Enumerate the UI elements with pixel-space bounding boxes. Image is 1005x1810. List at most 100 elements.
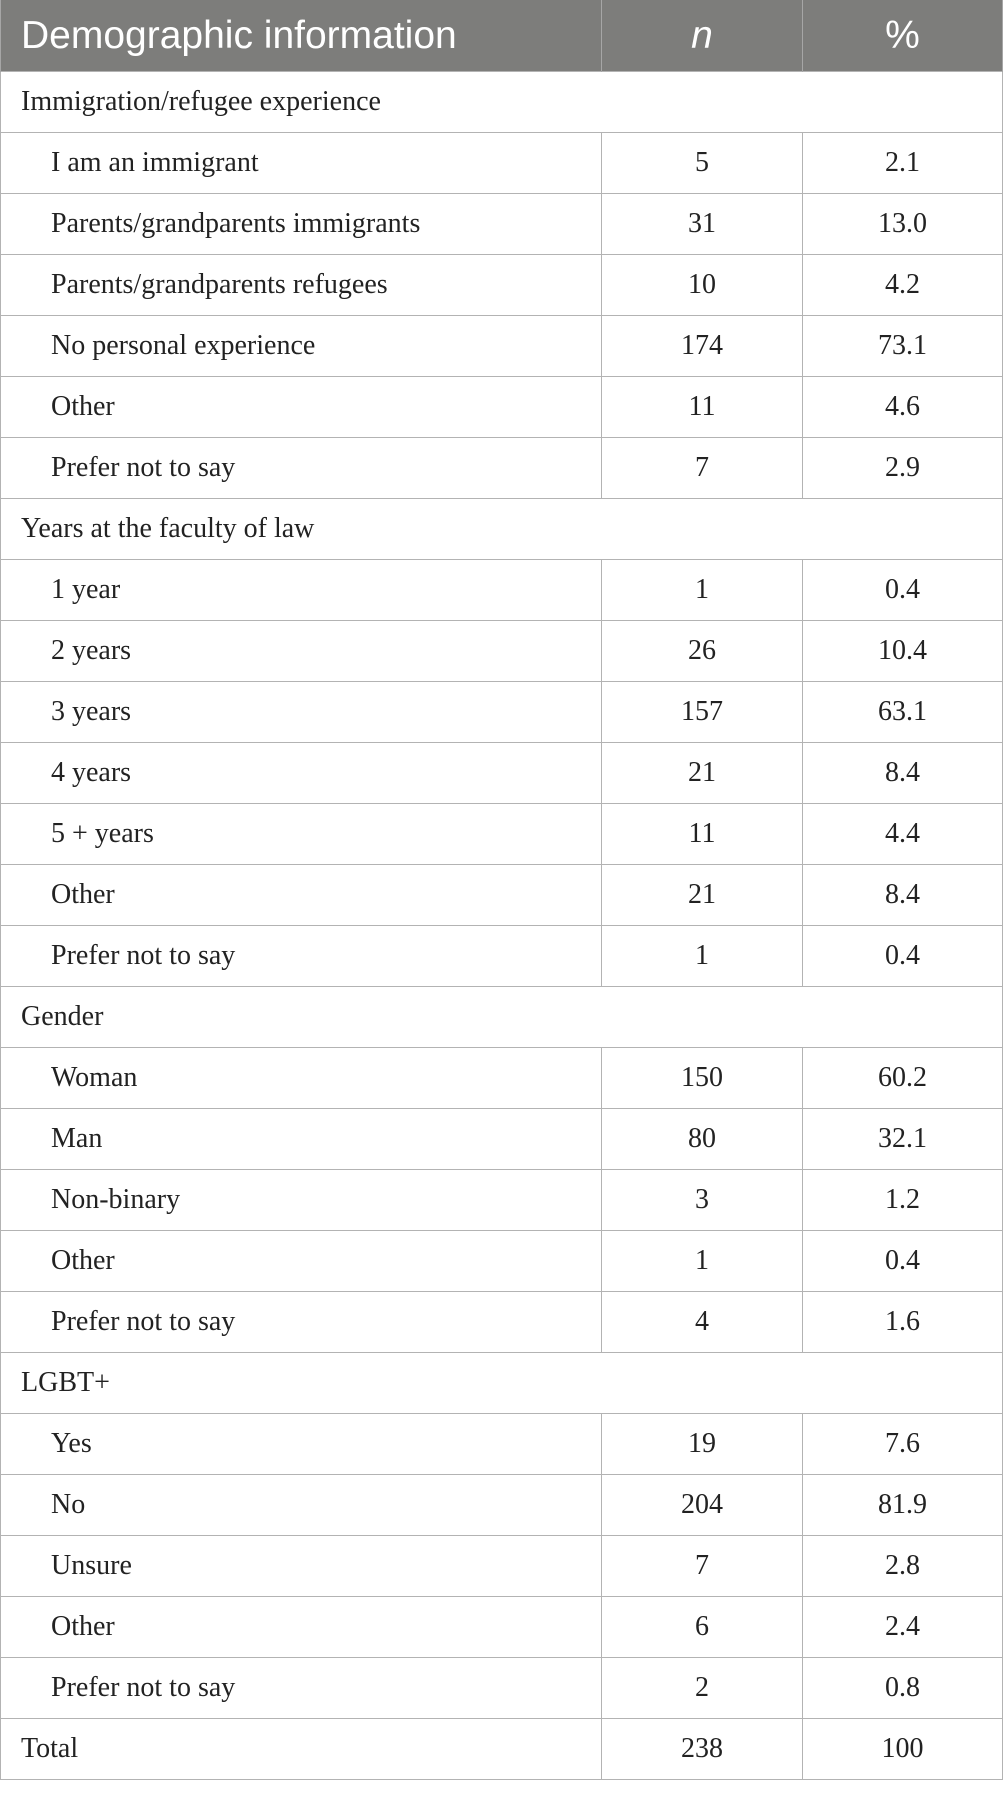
- section-title: Gender: [0, 986, 1003, 1048]
- row-label: 4 years: [0, 742, 602, 804]
- table-row: Man 80 32.1: [0, 1108, 1003, 1170]
- row-label: Prefer not to say: [0, 1291, 602, 1353]
- row-percent-value: 8.4: [802, 742, 1003, 804]
- row-percent-value: 81.9: [802, 1474, 1003, 1536]
- row-percent-value: 4.2: [802, 254, 1003, 316]
- row-percent-value: 1.2: [802, 1169, 1003, 1231]
- row-percent-value: 2.1: [802, 132, 1003, 194]
- row-label: Unsure: [0, 1535, 602, 1597]
- row-label: Prefer not to say: [0, 437, 602, 499]
- row-label: Man: [0, 1108, 602, 1170]
- row-percent-value: 2.9: [802, 437, 1003, 499]
- table-row: Other 1 0.4: [0, 1230, 1003, 1292]
- row-n-value: 7: [601, 437, 803, 499]
- row-n-value: 80: [601, 1108, 803, 1170]
- row-label: Parents/grandparents immigrants: [0, 193, 602, 255]
- row-n-value: 19: [601, 1413, 803, 1475]
- table-row: No personal experience 174 73.1: [0, 315, 1003, 377]
- row-percent-value: 13.0: [802, 193, 1003, 255]
- row-percent-value: 4.4: [802, 803, 1003, 865]
- table-row: Prefer not to say 2 0.8: [0, 1657, 1003, 1719]
- table-row: 1 year 1 0.4: [0, 559, 1003, 621]
- row-percent-value: 73.1: [802, 315, 1003, 377]
- row-label: Non-binary: [0, 1169, 602, 1231]
- row-n-value: 21: [601, 864, 803, 926]
- section-header-row: Years at the faculty of law: [0, 498, 1003, 560]
- row-label: Yes: [0, 1413, 602, 1475]
- table-row: Prefer not to say 7 2.9: [0, 437, 1003, 499]
- row-percent-value: 63.1: [802, 681, 1003, 743]
- row-percent-value: 8.4: [802, 864, 1003, 926]
- row-n-value: 1: [601, 925, 803, 987]
- row-n-value: 31: [601, 193, 803, 255]
- header-demographic-information: Demographic information: [0, 0, 602, 72]
- table-row: Other 6 2.4: [0, 1596, 1003, 1658]
- row-label: Other: [0, 1230, 602, 1292]
- row-n-value: 157: [601, 681, 803, 743]
- row-n-value: 1: [601, 559, 803, 621]
- table-row: 2 years 26 10.4: [0, 620, 1003, 682]
- row-percent-value: 4.6: [802, 376, 1003, 438]
- total-n-value: 238: [601, 1718, 803, 1780]
- row-label: Other: [0, 1596, 602, 1658]
- row-label: 3 years: [0, 681, 602, 743]
- row-n-value: 7: [601, 1535, 803, 1597]
- row-n-value: 3: [601, 1169, 803, 1231]
- row-label: I am an immigrant: [0, 132, 602, 194]
- row-n-value: 5: [601, 132, 803, 194]
- row-percent-value: 0.4: [802, 1230, 1003, 1292]
- row-percent-value: 60.2: [802, 1047, 1003, 1109]
- table-body: Immigration/refugee experience I am an im…: [0, 71, 1003, 1780]
- section-title: Immigration/refugee experience: [0, 71, 1003, 133]
- section-title: Years at the faculty of law: [0, 498, 1003, 560]
- row-n-value: 174: [601, 315, 803, 377]
- table-row: Yes 19 7.6: [0, 1413, 1003, 1475]
- row-label: Prefer not to say: [0, 1657, 602, 1719]
- row-n-value: 4: [601, 1291, 803, 1353]
- table-row: Non-binary 3 1.2: [0, 1169, 1003, 1231]
- row-percent-value: 2.4: [802, 1596, 1003, 1658]
- row-n-value: 1: [601, 1230, 803, 1292]
- section-header-row: LGBT+: [0, 1352, 1003, 1414]
- row-label: 1 year: [0, 559, 602, 621]
- table-row: No 204 81.9: [0, 1474, 1003, 1536]
- row-n-value: 10: [601, 254, 803, 316]
- header-n: n: [601, 0, 803, 72]
- section-header-row: Gender: [0, 986, 1003, 1048]
- table-header: Demographic information n %: [0, 0, 1003, 72]
- row-label: Other: [0, 864, 602, 926]
- row-percent-value: 1.6: [802, 1291, 1003, 1353]
- table-row: Prefer not to say 4 1.6: [0, 1291, 1003, 1353]
- table-row: Woman 150 60.2: [0, 1047, 1003, 1109]
- row-percent-value: 10.4: [802, 620, 1003, 682]
- table-row: 5 + years 11 4.4: [0, 803, 1003, 865]
- table-row: 3 years 157 63.1: [0, 681, 1003, 743]
- header-percent: %: [802, 0, 1003, 72]
- row-label: No: [0, 1474, 602, 1536]
- row-label: Other: [0, 376, 602, 438]
- row-label: No personal experience: [0, 315, 602, 377]
- row-n-value: 21: [601, 742, 803, 804]
- row-n-value: 150: [601, 1047, 803, 1109]
- row-n-value: 204: [601, 1474, 803, 1536]
- table-row: Parents/grandparents immigrants 31 13.0: [0, 193, 1003, 255]
- total-percent-value: 100: [802, 1718, 1003, 1780]
- section-header-row: Immigration/refugee experience: [0, 71, 1003, 133]
- row-percent-value: 0.4: [802, 559, 1003, 621]
- row-label: Woman: [0, 1047, 602, 1109]
- row-n-value: 11: [601, 803, 803, 865]
- table-row: Parents/grandparents refugees 10 4.2: [0, 254, 1003, 316]
- row-label: Prefer not to say: [0, 925, 602, 987]
- row-percent-value: 7.6: [802, 1413, 1003, 1475]
- row-label: 2 years: [0, 620, 602, 682]
- row-label: 5 + years: [0, 803, 602, 865]
- row-label: Parents/grandparents refugees: [0, 254, 602, 316]
- row-n-value: 26: [601, 620, 803, 682]
- row-percent-value: 0.4: [802, 925, 1003, 987]
- row-n-value: 6: [601, 1596, 803, 1658]
- table-row: 4 years 21 8.4: [0, 742, 1003, 804]
- section-title: LGBT+: [0, 1352, 1003, 1414]
- header-row: Demographic information n %: [0, 0, 1003, 72]
